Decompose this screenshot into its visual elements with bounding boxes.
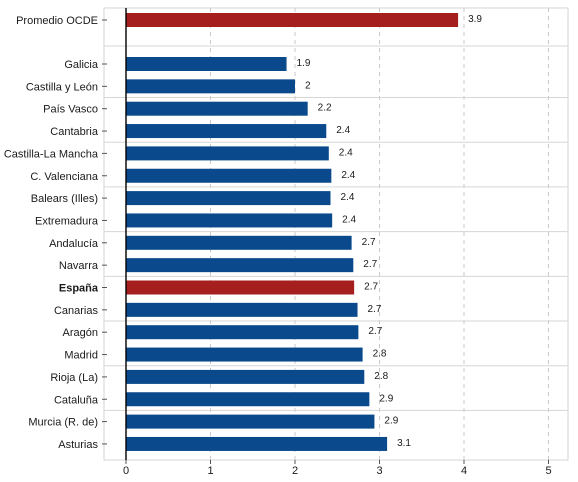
bar <box>126 79 295 94</box>
value-label: 2.7 <box>368 326 382 337</box>
value-label: 2.2 <box>318 103 332 114</box>
value-label: 2.4 <box>336 125 350 136</box>
bar <box>126 280 355 295</box>
category-label: Castilla-La Mancha <box>4 148 99 160</box>
bar <box>126 146 329 161</box>
value-label: 2.4 <box>339 147 353 158</box>
value-label: 3.9 <box>468 14 482 25</box>
x-tick-label: 2 <box>292 465 298 477</box>
bar <box>126 347 363 362</box>
bar <box>126 414 375 429</box>
category-label: Cantabria <box>50 126 99 138</box>
category-label: España <box>59 283 99 295</box>
category-label: C. Valenciana <box>30 171 99 183</box>
bar <box>126 325 359 340</box>
bar <box>126 168 332 183</box>
value-label: 2.4 <box>340 192 354 203</box>
bar <box>126 213 333 228</box>
category-label: Cataluña <box>54 394 99 406</box>
bar <box>126 57 287 71</box>
category-label: Canarias <box>54 305 99 317</box>
bar <box>126 235 352 250</box>
value-label: 3.1 <box>397 438 411 449</box>
category-label: Asturias <box>58 439 98 451</box>
category-label: Andalucía <box>49 238 99 250</box>
value-label: 2.7 <box>368 304 382 315</box>
bar <box>126 101 308 116</box>
category-label: Galicia <box>64 59 99 71</box>
category-label: Extremadura <box>35 215 99 227</box>
value-label: 1.9 <box>297 58 311 69</box>
value-label: 2.7 <box>362 237 376 248</box>
x-tick-label: 1 <box>207 465 213 477</box>
bar <box>126 302 358 317</box>
value-label: 2.9 <box>379 393 393 404</box>
category-label: Castilla y León <box>26 81 98 93</box>
category-label: Promedio OCDE <box>16 15 98 27</box>
plot-frame <box>103 7 569 461</box>
category-label: País Vasco <box>43 104 98 116</box>
x-tick-label: 0 <box>123 465 129 477</box>
x-tick-label: 4 <box>461 465 467 477</box>
bar <box>126 392 370 407</box>
value-label: 2.9 <box>384 416 398 427</box>
bar <box>126 13 459 27</box>
category-label: Madrid <box>64 350 98 362</box>
category-label: Balears (Illes) <box>31 193 98 205</box>
bar <box>126 124 327 139</box>
value-label: 2.7 <box>364 282 378 293</box>
category-label: Navarra <box>59 260 99 272</box>
value-label: 2.8 <box>374 371 388 382</box>
bar <box>126 191 331 206</box>
bar <box>126 369 365 384</box>
value-label: 2.7 <box>363 259 377 270</box>
value-label: 2.8 <box>373 349 387 360</box>
value-label: 2.4 <box>341 170 355 181</box>
value-label: 2 <box>305 80 311 91</box>
x-tick-label: 3 <box>376 465 382 477</box>
x-tick-label: 5 <box>545 465 551 477</box>
bar <box>126 258 354 273</box>
category-label: Rioja (La) <box>50 372 98 384</box>
category-label: Aragón <box>63 327 98 339</box>
value-label: 2.4 <box>342 214 356 225</box>
category-label: Murcia (R. de) <box>28 417 98 429</box>
bar <box>126 436 388 451</box>
